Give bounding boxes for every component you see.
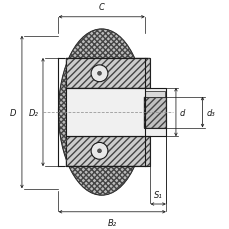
Circle shape xyxy=(97,72,101,76)
Bar xyxy=(66,58,150,88)
Text: d: d xyxy=(179,108,185,117)
Bar xyxy=(144,92,164,97)
Circle shape xyxy=(97,149,101,153)
Bar xyxy=(66,58,150,88)
Text: C: C xyxy=(98,3,104,11)
Text: B₂: B₂ xyxy=(107,218,116,227)
Bar xyxy=(143,97,165,128)
Text: d₃: d₃ xyxy=(206,108,215,117)
Bar xyxy=(66,137,150,167)
Circle shape xyxy=(91,65,107,82)
Text: S₁: S₁ xyxy=(153,190,162,199)
Ellipse shape xyxy=(58,30,144,195)
Text: B₁: B₁ xyxy=(106,89,115,98)
Bar xyxy=(66,88,165,137)
Bar xyxy=(66,137,150,167)
Circle shape xyxy=(91,143,107,160)
Text: D: D xyxy=(10,108,16,117)
Bar xyxy=(66,88,150,137)
Bar xyxy=(143,97,165,128)
Text: D₂: D₂ xyxy=(29,108,38,117)
